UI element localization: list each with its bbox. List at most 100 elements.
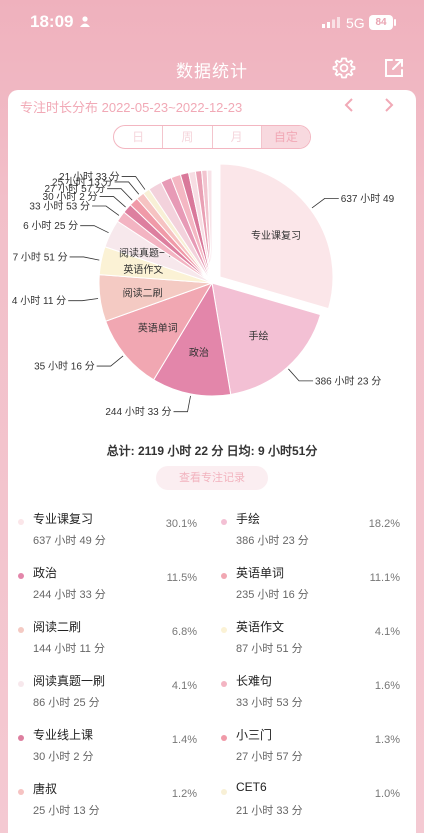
tab-month[interactable]: 月 (213, 126, 262, 148)
legend-name: 阅读真题一刷 (33, 674, 106, 688)
leader-line (121, 176, 146, 190)
status-time: 18:09 (30, 12, 74, 31)
leader-line (107, 188, 133, 201)
legend-percent: 4.1% (374, 626, 400, 638)
person-icon (80, 16, 90, 27)
slice-value-label: 6 小时 25 分 (23, 220, 78, 232)
legend-dot (18, 573, 24, 579)
legend-percent: 1.4% (171, 734, 197, 746)
legend-time: 33 小时 53 分 (236, 697, 303, 709)
legend-item[interactable]: 手绘 386 小时 23 分 18.2% (221, 510, 416, 560)
gear-icon[interactable] (332, 56, 356, 80)
summary-total: 总计: 2119 小时 22 分 日均: 9 小时51分 (106, 444, 318, 458)
legend-percent: 18.2% (368, 518, 400, 530)
legend-name: 英语单词 (236, 566, 285, 580)
legend-percent: 6.8% (171, 626, 197, 638)
slice-value-label: 35 小时 16 分 (34, 361, 95, 373)
slice-value-label: 637 小时 49 (341, 193, 395, 205)
legend-dot (221, 789, 227, 795)
pie-slice[interactable] (219, 163, 334, 310)
pie-slice[interactable] (211, 282, 322, 396)
slice-label: 英语作文 (123, 263, 163, 276)
legend-item[interactable]: 政治 244 小时 33 分 11.5% (18, 564, 213, 614)
legend-percent: 1.2% (171, 788, 197, 800)
legend-dot (18, 519, 24, 525)
chevron-left-icon[interactable] (343, 97, 355, 113)
legend-name: 小三门 (236, 728, 273, 742)
pie-slice[interactable] (153, 281, 232, 397)
leader-line (99, 196, 126, 208)
legend-percent: 4.1% (171, 680, 197, 692)
legend-percent: 30.1% (165, 518, 197, 530)
slice-value-label: 33 小时 53 分 (29, 201, 90, 213)
slice-value-label: 21 小时 33 分 (59, 171, 120, 183)
legend-dot (221, 519, 227, 525)
legend-name: 政治 (33, 566, 58, 580)
leader-line (311, 197, 339, 209)
legend-name: 英语作文 (236, 620, 285, 634)
legend-name: 手绘 (236, 512, 261, 526)
legend-percent: 1.6% (374, 680, 400, 692)
legend-time: 637 小时 49 分 (33, 535, 106, 547)
legend-name: CET6 (236, 780, 267, 794)
leader-line (92, 205, 120, 216)
slice-label: 阅读二刷 (123, 286, 163, 299)
legend-item[interactable]: 小三门 27 小时 57 分 1.3% (221, 726, 416, 776)
legend-time: 86 小时 25 分 (33, 697, 100, 709)
slice-value-label: 4 小时 11 分 (12, 295, 66, 307)
leader-line (173, 395, 191, 413)
legend-name: 专业课复习 (33, 512, 94, 526)
share-icon[interactable] (383, 57, 405, 79)
pie-chart: 专业课复习 637 小时 49 手绘 386 小时 23 分 政治 244 小时 33 分… (12, 163, 395, 418)
slice-value-label: 386 小时 23 分 (315, 375, 381, 387)
legend-percent: 1.3% (374, 734, 400, 746)
slice-label: 专业课复习 (251, 229, 301, 242)
legend-item[interactable]: 英语作文 87 小时 51 分 4.1% (221, 618, 416, 668)
legend-item[interactable]: 阅读真题一刷 86 小时 25 分 4.1% (18, 672, 213, 722)
legend-time: 87 小时 51 分 (236, 643, 303, 655)
legend-name: 唐叔 (33, 782, 58, 796)
legend-percent: 11.1% (369, 572, 400, 584)
legend-name: 长难句 (236, 674, 273, 688)
status-bar: 18:09 5G 84 (0, 0, 424, 46)
slice-value-label: 27 小时 57 分 (45, 183, 106, 195)
legend-item[interactable]: 专业线上课 30 小时 2 分 1.4% (18, 726, 213, 776)
range-title: 专注时长分布 2022-05-23~2022-12-23 (20, 100, 243, 115)
legend-item[interactable]: 唐叔 25 小时 13 分 1.2% (18, 780, 213, 830)
tab-day[interactable]: 日 (114, 126, 164, 148)
leader-line (68, 298, 99, 302)
legend-dot (18, 627, 24, 633)
legend-dot (221, 735, 227, 741)
period-segmented-control: 日 周 月 自定 (113, 125, 311, 149)
pie-slice[interactable] (105, 282, 214, 381)
tab-week[interactable]: 周 (163, 126, 213, 148)
battery-icon: 84 (369, 15, 393, 30)
tab-custom[interactable]: 自定 (261, 126, 310, 148)
signal-icon (322, 17, 340, 28)
network-label: 5G (346, 15, 365, 31)
pie-slice[interactable] (206, 169, 213, 284)
view-records-button[interactable]: 查看专注记录 (156, 466, 268, 490)
legend-dot (18, 789, 24, 795)
leader-line (80, 225, 109, 234)
slice-value-label: 7 小时 51 分 (13, 251, 68, 263)
slice-label: 政治 (189, 346, 209, 359)
legend-item[interactable]: 阅读二刷 144 小时 11 分 6.8% (18, 618, 213, 668)
chevron-right-icon[interactable] (383, 97, 395, 113)
legend-time: 30 小时 2 分 (33, 751, 94, 763)
legend-item[interactable]: 长难句 33 小时 53 分 1.6% (221, 672, 416, 722)
leader-line (114, 181, 140, 195)
legend-dot (18, 681, 24, 687)
legend-time: 235 小时 16 分 (236, 589, 309, 601)
legend-time: 25 小时 13 分 (33, 805, 100, 817)
legend-item[interactable]: 专业课复习 637 小时 49 分 30.1% (18, 510, 213, 560)
battery-tip (394, 19, 396, 26)
legend-item[interactable]: 英语单词 235 小时 16 分 11.1% (221, 564, 416, 614)
legend-time: 144 小时 11 分 (33, 643, 105, 655)
legend-time: 27 小时 57 分 (236, 751, 303, 763)
legend-dot (221, 627, 227, 633)
legend-name: 专业线上课 (33, 728, 94, 742)
slice-value-label: 30 小时 2 分 (43, 191, 98, 203)
legend-dot (221, 573, 227, 579)
legend-item[interactable]: CET6 21 小时 33 分 1.0% (221, 780, 416, 830)
